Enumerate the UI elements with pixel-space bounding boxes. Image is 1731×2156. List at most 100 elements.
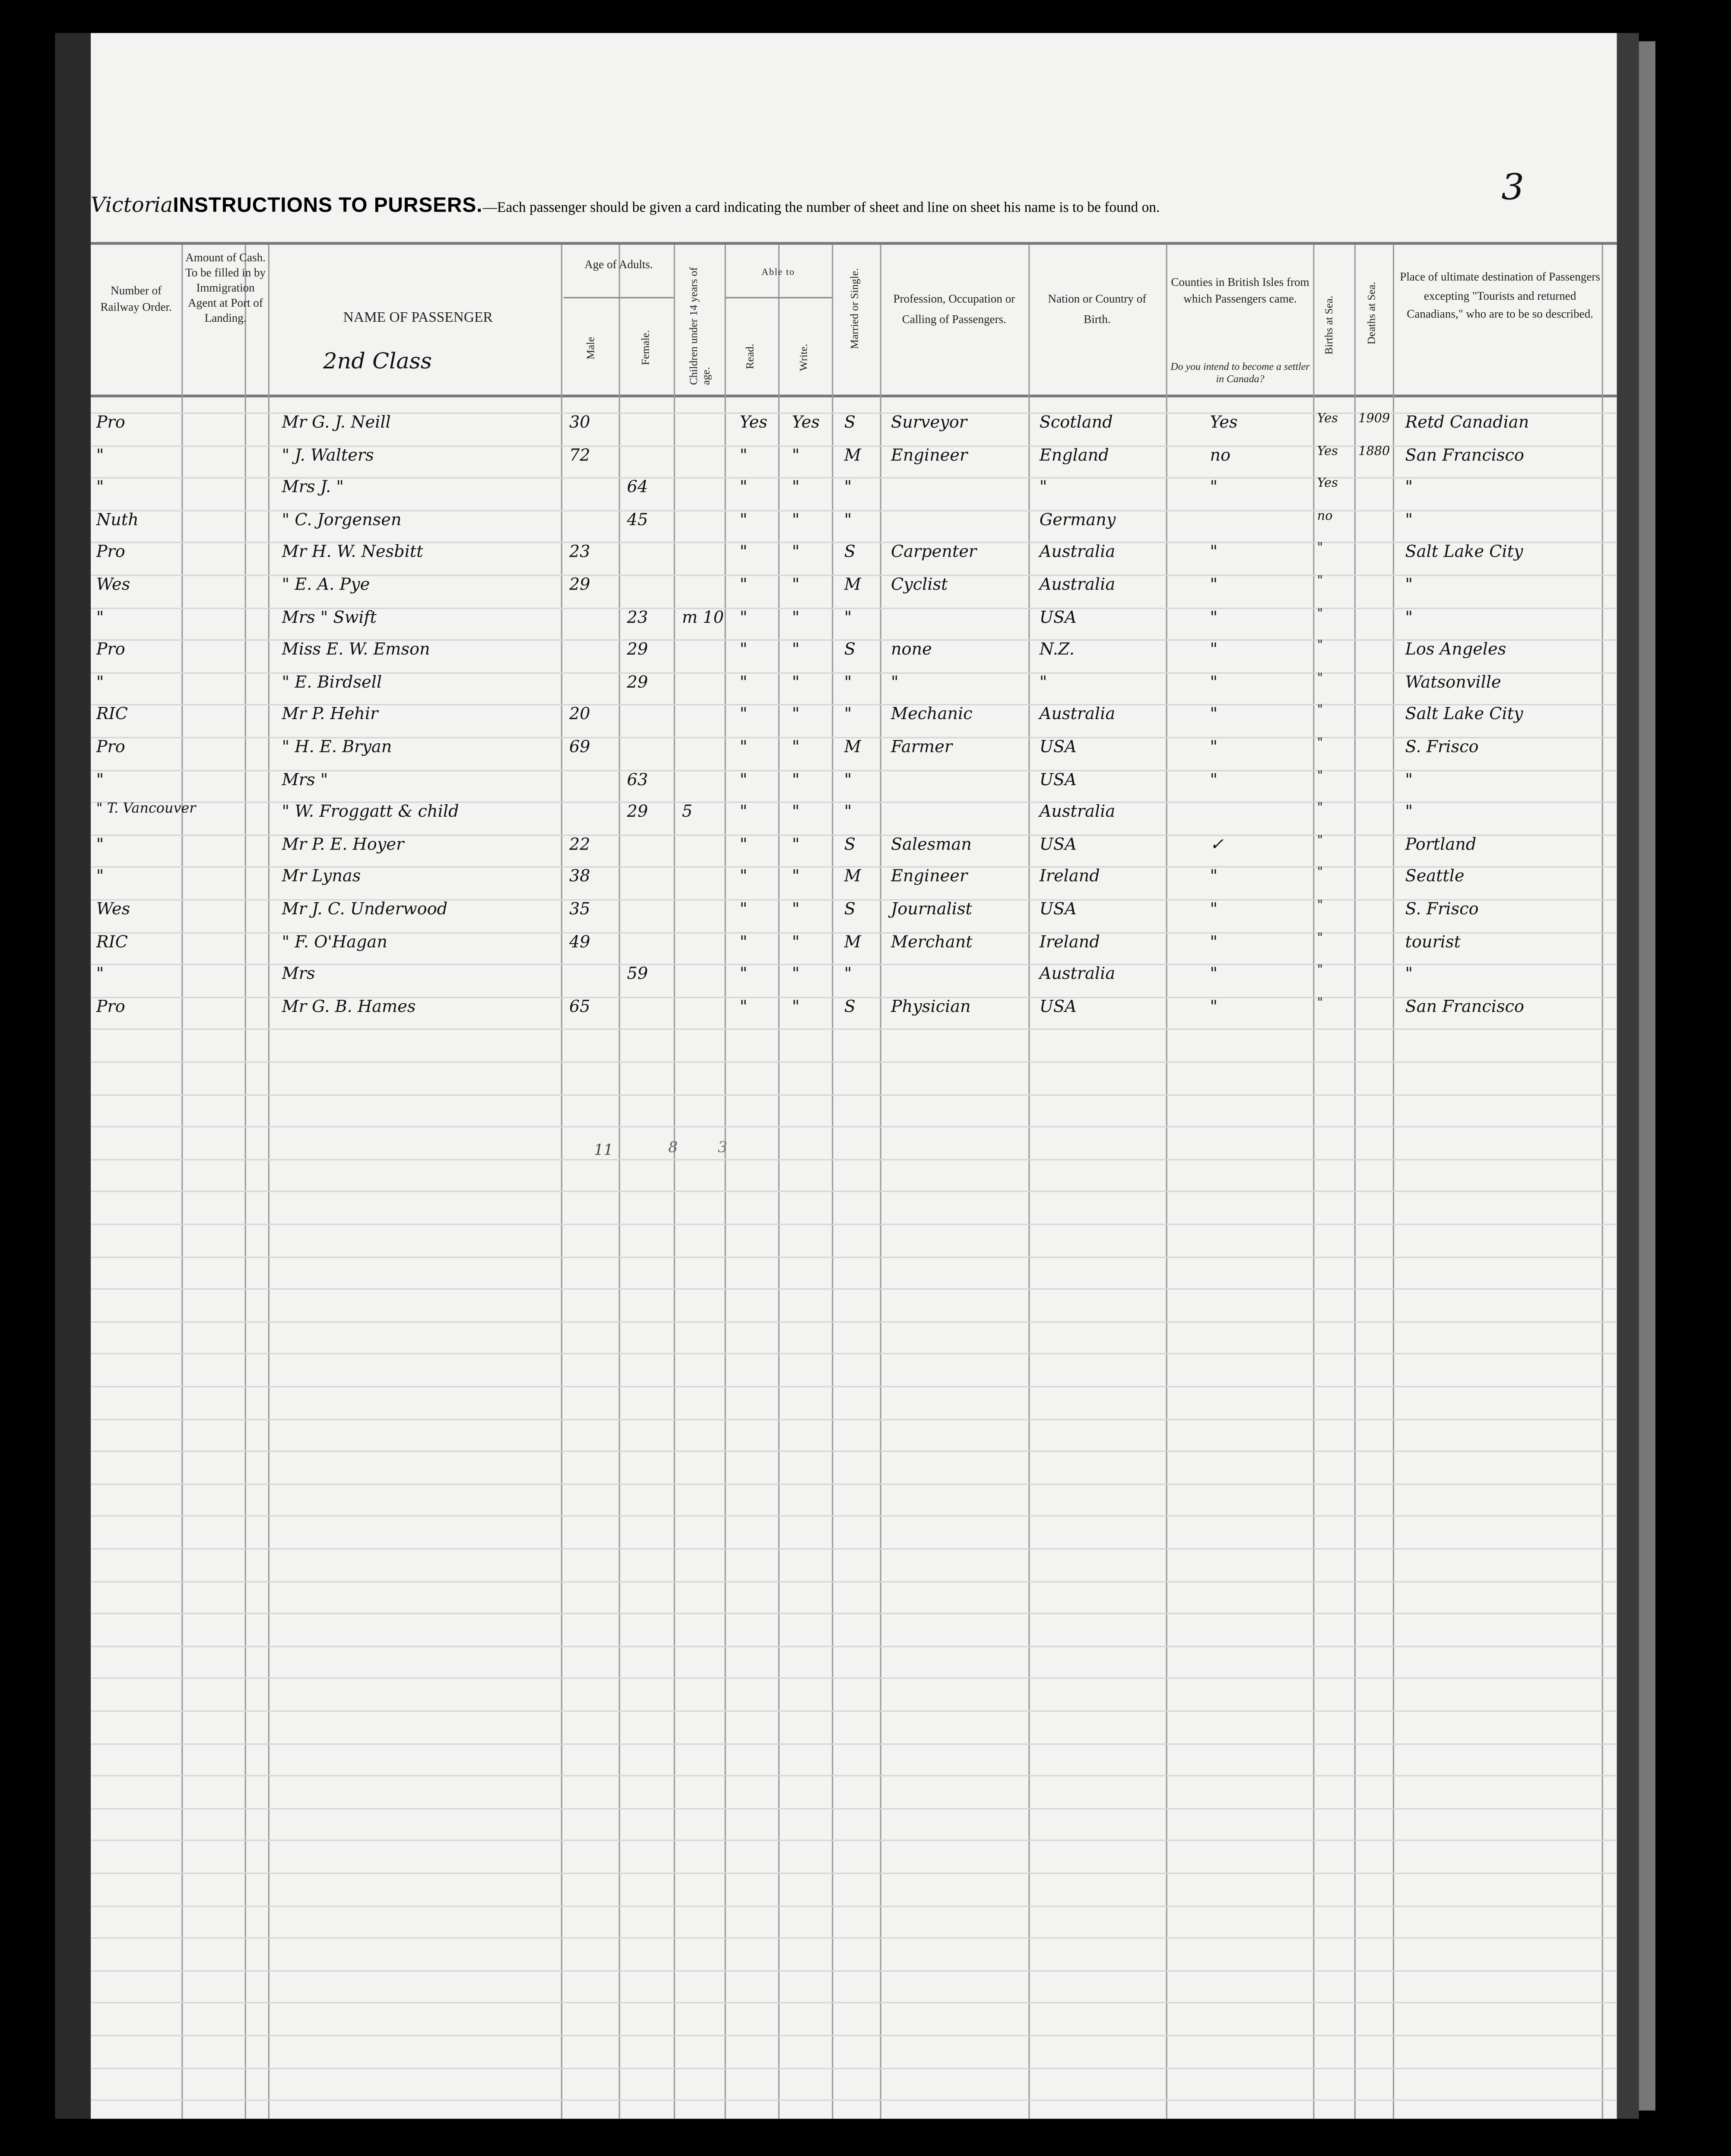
cell-name: " H. E. Bryan: [282, 737, 392, 756]
cell-name: Miss E. W. Emson: [282, 639, 430, 659]
book-binding-edge: [1639, 41, 1655, 2111]
header-married: Married or Single.: [848, 268, 861, 349]
cell-counties: ": [1210, 607, 1218, 627]
header-female: Female.: [639, 330, 652, 365]
cell-counties: ": [1210, 704, 1218, 724]
row-rule: [91, 510, 1617, 511]
cell-read: ": [739, 769, 748, 789]
cell-read: ": [739, 477, 748, 497]
cell-read: ": [739, 574, 748, 594]
cell-name: Mr P. Hehir: [282, 704, 378, 724]
cell-name: " C. Jorgensen: [282, 510, 402, 529]
cell-married: M: [844, 445, 861, 464]
cell-write: ": [792, 542, 800, 562]
cell-births: no: [1317, 510, 1333, 524]
header-top-rule: [91, 242, 1617, 245]
cell-destination: ": [1405, 574, 1413, 594]
cell-nation: N.Z.: [1039, 639, 1075, 659]
column-rule: [244, 244, 246, 2119]
row-rule: [91, 1970, 1617, 1972]
page-edge: [55, 33, 91, 2119]
column-rule: [561, 244, 563, 2119]
row-rule: [91, 672, 1617, 674]
row-rule: [91, 704, 1617, 706]
column-rule: [268, 244, 269, 2119]
cell-read: ": [739, 737, 748, 756]
cell-write: ": [792, 866, 800, 886]
cell-railway: Pro: [96, 639, 125, 659]
cell-railway: ": [96, 964, 104, 983]
cell-counties: ": [1210, 672, 1218, 691]
cell-male: 65: [569, 996, 590, 1016]
row-rule: [91, 1159, 1617, 1160]
column-rule: [181, 244, 183, 2119]
cell-female: 63: [627, 769, 648, 789]
cell-counties: ": [1210, 996, 1218, 1016]
class-note: 2nd Class: [323, 348, 432, 374]
cell-profession: Cyclist: [891, 574, 948, 594]
cell-nation: USA: [1039, 899, 1077, 919]
cell-deaths: 1880: [1358, 445, 1390, 459]
cell-railway: Nuth: [96, 510, 139, 529]
cell-read: ": [739, 834, 748, 854]
cell-married: ": [844, 704, 852, 724]
cell-write: Yes: [792, 412, 820, 432]
row-rule: [91, 2067, 1617, 2069]
cell-read: ": [739, 510, 748, 529]
cell-counties: ": [1210, 964, 1218, 983]
cell-married: S: [844, 996, 856, 1016]
row-rule: [91, 2035, 1617, 2036]
row-rule: [91, 1321, 1617, 1322]
cell-births: ": [1317, 769, 1323, 783]
cell-births: ": [1317, 672, 1323, 686]
cell-name: Mrs J. ": [282, 477, 344, 497]
cell-name: Mr P. E. Hoyer: [282, 834, 404, 854]
cell-children: m 10: [682, 607, 724, 627]
cell-married: S: [844, 834, 856, 854]
cell-counties: ": [1210, 737, 1218, 756]
cell-railway: RIC: [96, 932, 128, 951]
cell-write: ": [792, 899, 800, 919]
cell-railway: Pro: [96, 996, 125, 1016]
cell-nation: Scotland: [1039, 412, 1113, 432]
row-rule: [91, 834, 1617, 836]
cell-name: " J. Walters: [282, 445, 374, 464]
cell-read: ": [739, 964, 748, 983]
row-rule: [91, 1483, 1617, 1485]
cell-railway: ": [96, 866, 104, 886]
row-rule: [91, 1353, 1617, 1355]
manifest-page: [91, 33, 1617, 2119]
cell-married: S: [844, 412, 856, 432]
row-rule: [91, 542, 1617, 544]
row-rule: [91, 1386, 1617, 1388]
cell-married: ": [844, 607, 852, 627]
total-male: 11: [594, 1141, 613, 1159]
cell-name: Mr J. C. Underwood: [282, 899, 448, 919]
cell-destination: ": [1405, 510, 1413, 529]
cell-nation: USA: [1039, 834, 1077, 854]
cell-destination: S. Frisco: [1405, 899, 1479, 919]
cell-railway: Pro: [96, 737, 125, 756]
row-rule: [91, 964, 1617, 966]
cell-write: ": [792, 672, 800, 691]
cell-name: Mrs: [282, 964, 315, 983]
row-rule: [91, 477, 1617, 479]
cell-write: ": [792, 574, 800, 594]
cell-name: Mr G. J. Neill: [282, 412, 391, 432]
cell-nation: Australia: [1039, 802, 1116, 821]
header-profession: Profession, Occupation or Calling of Pas…: [893, 291, 1015, 327]
column-rule: [832, 244, 834, 2119]
cell-destination: tourist: [1405, 932, 1461, 951]
cell-births: ": [1317, 964, 1323, 978]
cell-nation: USA: [1039, 737, 1077, 756]
cell-nation: Australia: [1039, 704, 1116, 724]
column-rule: [1313, 244, 1315, 2119]
cell-counties: ✓: [1210, 834, 1224, 854]
cell-read: ": [739, 899, 748, 919]
cell-female: 29: [627, 802, 648, 821]
column-rule: [1028, 244, 1030, 2119]
cell-nation: ": [1039, 477, 1047, 497]
cell-destination: San Francisco: [1405, 445, 1525, 464]
cell-births: ": [1317, 834, 1323, 848]
